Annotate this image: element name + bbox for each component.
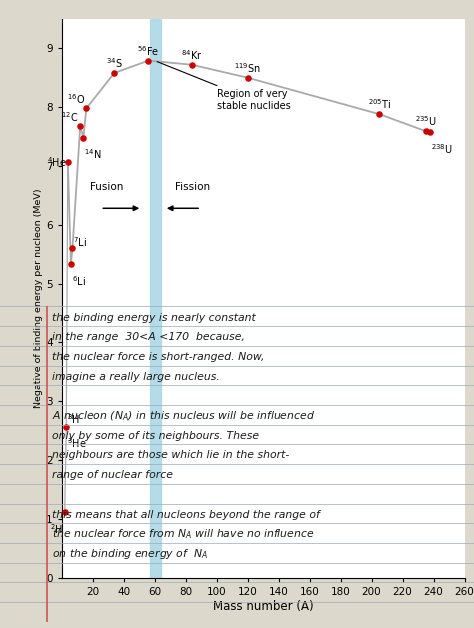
Point <box>64 157 72 167</box>
Point <box>61 507 69 517</box>
Text: $^{235}$U: $^{235}$U <box>415 114 437 128</box>
Point <box>244 73 251 83</box>
Text: $^{56}$Fe: $^{56}$Fe <box>137 44 159 58</box>
Text: on the binding energy of  N$_A$: on the binding energy of N$_A$ <box>52 547 208 561</box>
Text: $^{3}$He: $^{3}$He <box>67 436 87 450</box>
Text: $^{14}$N: $^{14}$N <box>84 147 101 161</box>
Text: $^{12}$C: $^{12}$C <box>61 110 79 124</box>
Point <box>422 126 429 136</box>
Text: $^{16}$O: $^{16}$O <box>67 92 85 106</box>
Text: $^{84}$Kr: $^{84}$Kr <box>181 48 202 62</box>
Text: the binding energy is nearly constant: the binding energy is nearly constant <box>52 313 256 323</box>
Point <box>110 68 118 78</box>
Text: $^{4}$He: $^{4}$He <box>47 155 66 169</box>
Text: $^{205}$Ti: $^{205}$Ti <box>368 97 391 111</box>
Text: Fission: Fission <box>175 182 210 192</box>
Text: range of nuclear force: range of nuclear force <box>52 470 173 480</box>
Point <box>375 109 383 119</box>
Text: in the range  30<A <170  because,: in the range 30<A <170 because, <box>52 332 245 342</box>
Point <box>67 259 75 269</box>
Text: the nuclear force is short-ranged. Now,: the nuclear force is short-ranged. Now, <box>52 352 264 362</box>
Point <box>63 421 70 431</box>
Bar <box>150 19 161 578</box>
Text: A nucleon (N$_A$) in this nucleus will be influenced: A nucleon (N$_A$) in this nucleus will b… <box>52 409 315 423</box>
Text: $^{238}$U: $^{238}$U <box>431 142 453 156</box>
Point <box>145 56 152 66</box>
Point <box>76 121 84 131</box>
Text: $^{119}$Sn: $^{119}$Sn <box>234 61 261 75</box>
Point <box>69 243 76 253</box>
Text: $^{2}$H: $^{2}$H <box>50 522 63 536</box>
Text: $^{3}$H: $^{3}$H <box>67 413 80 426</box>
Point <box>427 127 434 138</box>
Text: imagine a really large nucleus.: imagine a really large nucleus. <box>52 372 220 382</box>
Point <box>188 60 196 70</box>
Text: $^{7}$Li: $^{7}$Li <box>73 236 87 249</box>
Text: this means that all nucleons beyond the range of: this means that all nucleons beyond the … <box>52 509 320 519</box>
Text: neighbours are those which lie in the short-: neighbours are those which lie in the sh… <box>52 450 290 460</box>
Text: the nuclear force from N$_A$ will have no influence: the nuclear force from N$_A$ will have n… <box>52 528 315 541</box>
X-axis label: Mass number (A): Mass number (A) <box>213 600 313 612</box>
Text: only by some of its neighbours. These: only by some of its neighbours. These <box>52 431 259 441</box>
Point <box>80 133 87 143</box>
Text: Fusion: Fusion <box>90 182 123 192</box>
Text: $^{34}$S: $^{34}$S <box>106 56 123 70</box>
Y-axis label: Negative of binding energy per nucleon (MeV): Negative of binding energy per nucleon (… <box>34 188 43 408</box>
Text: $^{6}$Li: $^{6}$Li <box>72 274 86 288</box>
Point <box>82 103 90 113</box>
Text: Region of very
stable nuclides: Region of very stable nuclides <box>157 62 291 111</box>
